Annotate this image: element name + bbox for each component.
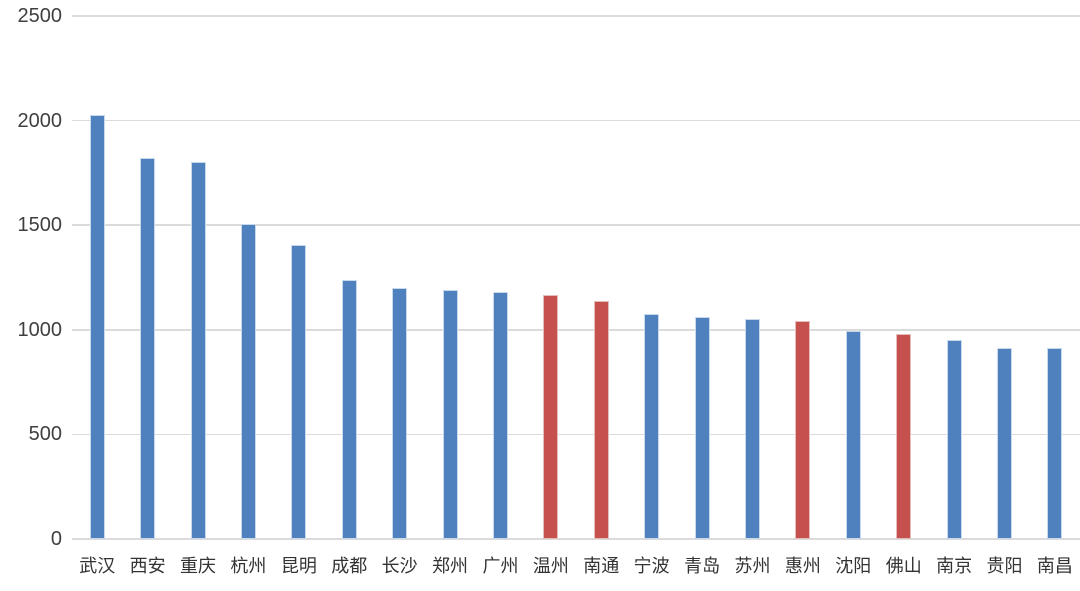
gridline: [72, 433, 1080, 436]
x-tick-label: 重庆: [180, 556, 217, 576]
bar-cell: [778, 0, 828, 539]
bar: [190, 162, 206, 539]
bar-highlighted: [795, 321, 811, 539]
bar-cell: [274, 0, 324, 539]
bar: [845, 330, 861, 539]
bar-cell: [929, 0, 979, 539]
x-tick-label: 宁波: [633, 556, 670, 576]
x-tick-label: 惠州: [784, 556, 821, 576]
x-tick-label: 贵阳: [986, 556, 1023, 576]
bar-cell: [979, 0, 1029, 539]
bar: [392, 287, 408, 539]
x-tick-label: 广州: [482, 556, 519, 576]
y-tick-label: 2000: [17, 109, 63, 132]
y-tick-label: 2500: [17, 5, 63, 27]
bar: [89, 115, 105, 539]
bar: [341, 279, 357, 539]
bar: [492, 292, 508, 539]
y-tick-label: 500: [28, 423, 62, 446]
x-tick-label: 西安: [129, 556, 166, 576]
x-tick-label: 南通: [583, 556, 620, 576]
x-tick-label: 武汉: [79, 556, 116, 576]
x-tick-label: 南京: [936, 556, 973, 576]
bar-cell: [1030, 0, 1080, 539]
bars-layer: [72, 0, 1080, 539]
bar: [291, 245, 307, 539]
bar: [1047, 347, 1063, 539]
x-tick-label: 昆明: [280, 556, 317, 576]
x-tick-label: 青岛: [684, 556, 721, 576]
bar-highlighted: [593, 300, 609, 539]
x-axis: 武汉 西安 重庆 杭州 昆明 成都 长沙 郑州 广州 温州 南通 宁波 青岛 苏州 惠州 沈阳 佛山 南京 贵阳 南昌: [72, 550, 1080, 580]
x-tick-label: 南昌: [1036, 556, 1073, 576]
bar: [946, 340, 962, 539]
bar: [240, 224, 256, 539]
x-tick-label: 杭州: [230, 556, 267, 576]
bar-cell: [173, 0, 223, 539]
x-tick-label: 长沙: [381, 556, 418, 576]
y-tick-label: 0: [50, 528, 62, 550]
x-tick-label: 温州: [532, 556, 569, 576]
bar-cell: [72, 0, 122, 539]
bar: [442, 290, 458, 539]
bar: [694, 317, 710, 539]
bar-cell: [727, 0, 777, 539]
bar-cell: [576, 0, 626, 539]
x-tick-label: 苏州: [734, 556, 771, 576]
x-tick-label: 佛山: [885, 556, 922, 576]
gridline: [72, 15, 1080, 17]
bar-cell: [425, 0, 475, 539]
x-tick-label: 成都: [331, 556, 368, 576]
bar: [140, 158, 156, 539]
x-tick-label: 郑州: [432, 556, 469, 576]
bar-cell: [374, 0, 424, 539]
bar-cell: [122, 0, 172, 539]
y-tick-label: 1000: [17, 318, 63, 341]
bar: [997, 347, 1013, 539]
bar-cell: [828, 0, 878, 539]
gridline: [72, 119, 1080, 122]
bar-cell: [475, 0, 525, 539]
gridline: [72, 224, 1080, 226]
bar-cell: [626, 0, 676, 539]
bar: [644, 314, 660, 539]
bar-cell: [324, 0, 374, 539]
bar-cell: [526, 0, 576, 539]
bar-cell: [677, 0, 727, 539]
bar: [744, 319, 760, 539]
x-tick-label: 沈阳: [835, 556, 872, 576]
bar-cell: [223, 0, 273, 539]
bar-highlighted: [543, 295, 559, 539]
y-tick-label: 1500: [17, 214, 63, 237]
gridline: [72, 329, 1080, 331]
gridline: [72, 538, 1080, 540]
bar-cell: [879, 0, 929, 539]
bar-highlighted: [896, 333, 912, 539]
